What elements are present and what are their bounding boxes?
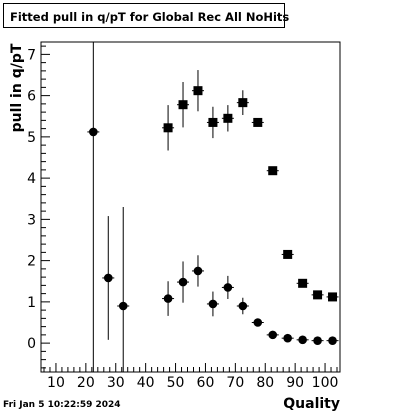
data-point-circle bbox=[298, 335, 307, 345]
x-axis-label: Quality bbox=[283, 396, 340, 412]
data-point-square bbox=[268, 166, 278, 176]
x-tick-label: 10 bbox=[47, 375, 65, 391]
timestamp: Fri Jan 5 10:22:59 2024 bbox=[3, 400, 121, 410]
chart-title: Fitted pull in q/pT for Global Rec All N… bbox=[10, 10, 290, 24]
x-tick-label: 20 bbox=[77, 375, 95, 391]
y-tick-label: 6 bbox=[27, 89, 36, 105]
y-tick-label: 0 bbox=[27, 336, 36, 352]
y-tick-label: 1 bbox=[27, 295, 36, 311]
y-tick-label: 4 bbox=[27, 171, 36, 187]
x-axis: 10 20 30 40 50 60 70 80 90 100 bbox=[43, 363, 339, 391]
data-point-square bbox=[298, 278, 308, 288]
data-point-square bbox=[253, 117, 263, 127]
x-tick-label: 100 bbox=[312, 375, 339, 391]
x-tick-label: 60 bbox=[197, 375, 215, 391]
data-point-circle bbox=[253, 318, 263, 327]
data-point-circle bbox=[283, 333, 292, 343]
x-tick-label: 80 bbox=[256, 375, 274, 391]
x-tick-label: 30 bbox=[107, 375, 125, 391]
data-point-square bbox=[178, 100, 188, 110]
plot-frame bbox=[40, 41, 341, 373]
y-axis: 0 1 2 3 4 5 6 7 bbox=[27, 45, 50, 369]
data-point-square bbox=[193, 86, 203, 96]
data-point-circle bbox=[89, 127, 98, 137]
y-tick-label: 7 bbox=[27, 47, 36, 63]
data-point-circle bbox=[118, 301, 128, 311]
data-point-circle bbox=[223, 283, 233, 292]
x-tick-label: 40 bbox=[137, 375, 155, 391]
data-point-circle bbox=[178, 277, 188, 287]
data-point-square bbox=[328, 292, 338, 302]
data-point-square bbox=[313, 290, 323, 300]
y-tick-label: 5 bbox=[27, 130, 36, 146]
plot-border bbox=[40, 41, 341, 373]
data-point-square bbox=[208, 117, 218, 127]
y-tick-label: 2 bbox=[27, 254, 36, 270]
data-point-circle bbox=[238, 301, 248, 311]
y-tick-label: 3 bbox=[27, 212, 36, 228]
data-point-square bbox=[283, 249, 293, 259]
x-tick-label: 70 bbox=[226, 375, 244, 391]
title-box: Fitted pull in q/pT for Global Rec All N… bbox=[3, 3, 289, 28]
data-point-square bbox=[223, 113, 233, 123]
data-point-circle bbox=[208, 299, 218, 309]
data-point-circle bbox=[328, 336, 337, 345]
circle-series bbox=[87, 42, 339, 372]
data-point-circle bbox=[268, 330, 278, 340]
data-point-circle bbox=[103, 273, 113, 283]
square-series bbox=[162, 70, 339, 302]
data-point-square bbox=[163, 123, 173, 133]
x-tick-label: 50 bbox=[167, 375, 185, 391]
y-axis-label: pull in q/pT bbox=[9, 43, 25, 132]
data-point-circle bbox=[313, 336, 322, 345]
x-tick-label: 90 bbox=[286, 375, 304, 391]
data-point-square bbox=[238, 98, 248, 108]
data-point-circle bbox=[193, 266, 203, 276]
data-point-circle bbox=[163, 294, 173, 303]
data-points bbox=[87, 42, 339, 372]
